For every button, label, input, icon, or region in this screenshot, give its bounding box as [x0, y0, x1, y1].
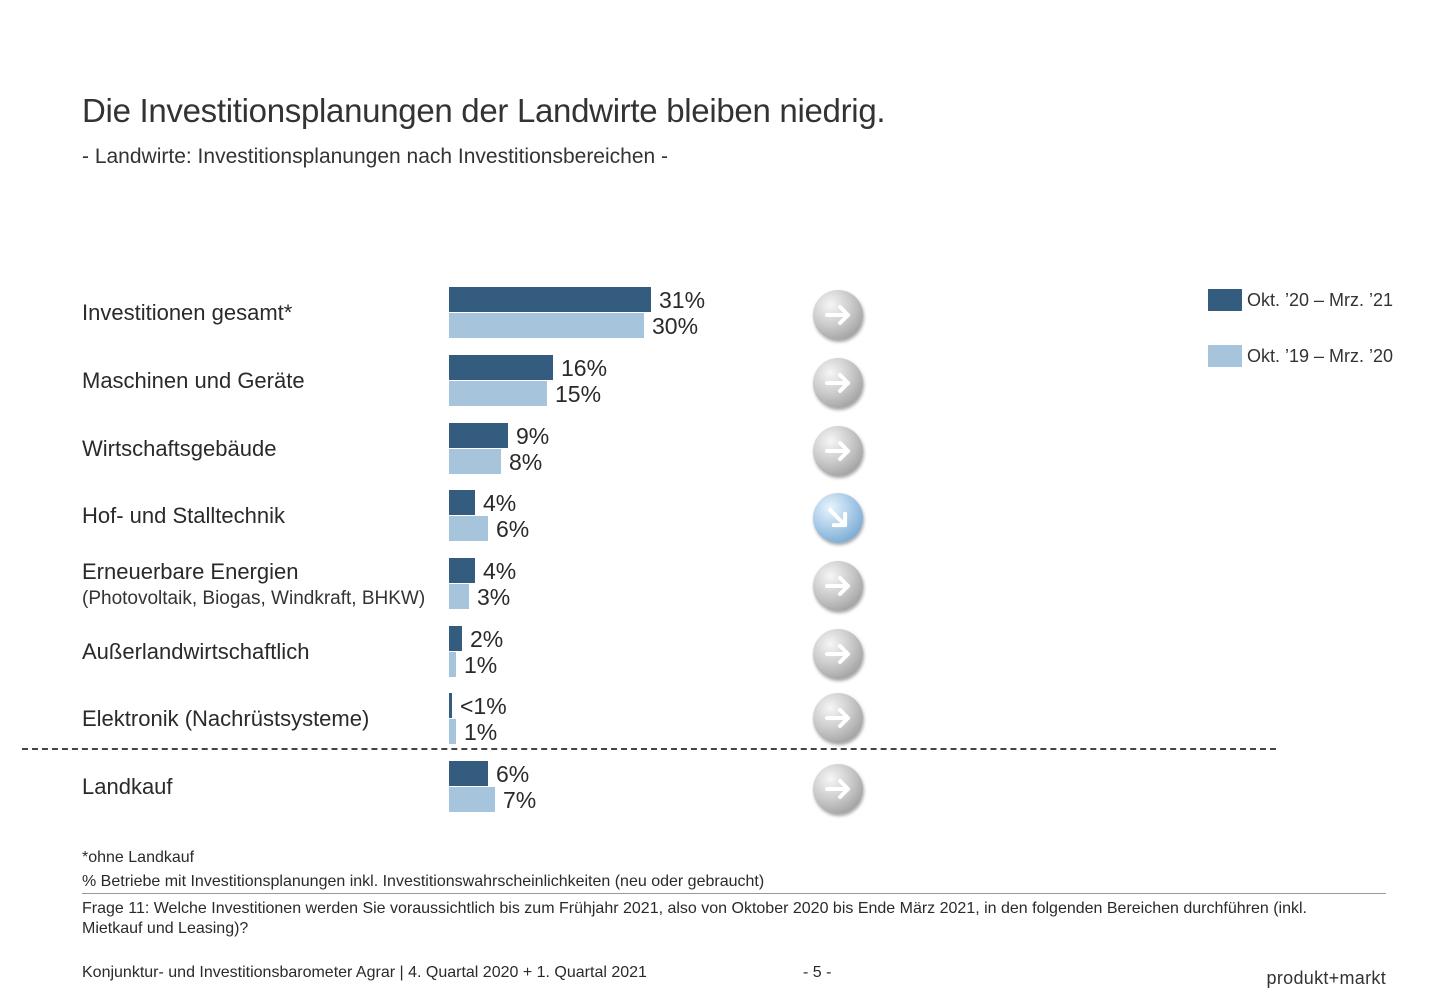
data-label-previous: 15%	[555, 381, 602, 407]
data-label-previous: 3%	[477, 584, 511, 610]
category-label-main: Erneuerbare Energien	[82, 559, 299, 584]
footnote: *ohne Landkauf	[82, 849, 195, 866]
data-label-current: 16%	[561, 355, 608, 381]
category-label: Erneuerbare Energien (Photovoltaik, Bioga…	[82, 559, 425, 613]
base-note: % Betriebe mit Investitionsplanungen ink…	[82, 873, 765, 890]
data-label-previous: 8%	[509, 449, 543, 475]
bar-current	[449, 693, 452, 718]
bar-previous	[449, 787, 495, 812]
data-label-current: 6%	[496, 761, 530, 787]
arrow-right-icon	[813, 358, 863, 408]
data-label-current: <1%	[460, 693, 507, 719]
data-label-previous: 1%	[464, 652, 498, 678]
arrow-right-icon	[813, 629, 863, 679]
category-label: Wirtschaftsgebäude	[82, 436, 277, 461]
data-label-current: 9%	[516, 423, 550, 449]
question-text: Frage 11: Welche Investitionen werden Si…	[82, 900, 1307, 937]
category-label: Landkauf	[82, 774, 173, 799]
category-label: Maschinen und Geräte	[82, 368, 305, 393]
page-title: Die Investitionsplanungen der Landwirte …	[82, 92, 886, 129]
bar-current	[449, 355, 553, 380]
category-label: Außerlandwirtschaftlich	[82, 639, 310, 664]
category-label: Hof- und Stalltechnik	[82, 503, 285, 528]
footer-source: Konjunktur- und Investitionsbarometer Ag…	[82, 964, 647, 981]
arrow-right-icon	[813, 290, 863, 340]
data-label-current: 4%	[483, 558, 517, 584]
bar-previous	[449, 719, 456, 744]
data-label-previous: 6%	[496, 516, 530, 542]
legend-swatch-current	[1208, 289, 1242, 311]
data-label-previous: 1%	[464, 719, 498, 745]
data-label-current: 31%	[659, 287, 706, 313]
data-label-current: 4%	[483, 490, 517, 516]
bar-previous	[449, 516, 488, 541]
bar-current	[449, 558, 475, 583]
category-label: Investitionen gesamt*	[82, 300, 293, 325]
arrow-right-icon	[813, 561, 863, 611]
arrow-right-icon	[813, 693, 863, 743]
dashed-divider	[22, 748, 1276, 750]
data-label-previous: 30%	[652, 313, 699, 339]
data-label-current: 2%	[470, 626, 504, 652]
bar-current	[449, 423, 508, 448]
bar-previous	[449, 381, 547, 406]
legend-label-current: Okt. ’20 – Mrz. ’21	[1247, 290, 1394, 310]
brand-logo: produkt+markt	[1266, 968, 1386, 988]
data-label-previous: 7%	[503, 787, 537, 813]
legend-swatch-previous	[1208, 345, 1242, 367]
arrow-down-right-icon	[813, 493, 863, 543]
bar-previous	[449, 313, 644, 338]
page-number: - 5 -	[803, 964, 832, 981]
bar-previous	[449, 652, 456, 677]
arrow-right-icon	[813, 426, 863, 476]
legend-label-previous: Okt. ’19 – Mrz. ’20	[1247, 346, 1394, 366]
bar-current	[449, 761, 488, 786]
bar-previous	[449, 584, 469, 609]
bar-previous	[449, 449, 501, 474]
bar-current	[449, 490, 475, 515]
arrow-right-icon	[813, 764, 863, 814]
category-label: Elektronik (Nachrüstsysteme)	[82, 706, 370, 731]
separator-line	[82, 893, 1386, 894]
category-sublabel: (Photovoltaik, Biogas, Windkraft, BHKW)	[82, 588, 426, 609]
bar-current	[449, 287, 651, 312]
page-subtitle: - Landwirte: Investitionsplanungen nach …	[82, 145, 669, 168]
bar-current	[449, 626, 462, 651]
